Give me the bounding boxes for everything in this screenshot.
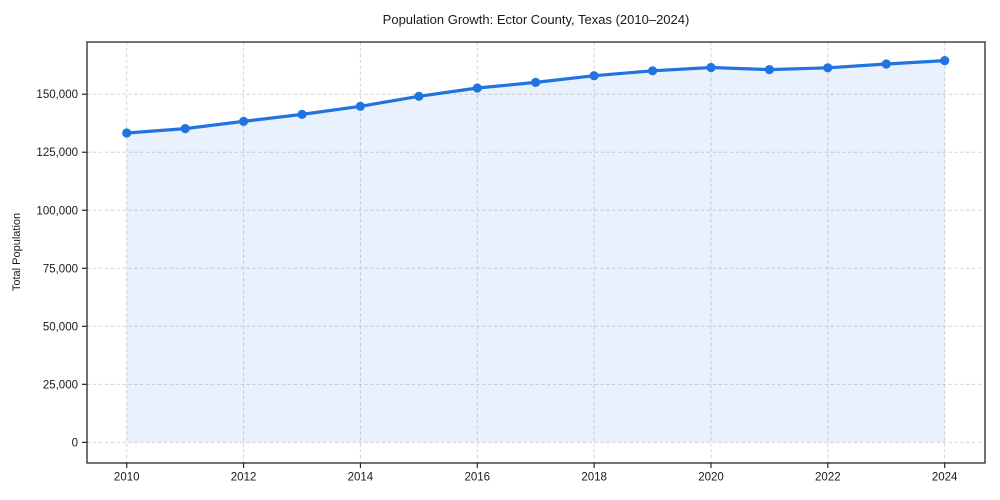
data-point-marker [706,62,716,73]
data-point-marker [881,59,891,69]
y-axis-tick-label: 125,000 [36,147,78,159]
data-point-marker [414,91,424,101]
data-point-marker [823,63,833,73]
x-axis-tick-label: 2022 [815,472,841,484]
x-axis-tick-label: 2016 [464,472,490,484]
x-axis-tick-label: 2014 [348,472,374,484]
data-point-marker [122,128,132,138]
y-axis-tick-label: 25,000 [43,379,78,391]
data-point-marker [239,116,249,126]
data-point-marker [472,83,482,93]
data-point-marker [531,77,541,87]
chart-title: Population Growth: Ector County, Texas (… [382,12,690,27]
data-point-marker [940,56,950,66]
data-point-marker [180,124,190,134]
x-axis-tick-label: 2020 [698,472,724,484]
x-axis-tick-label: 2024 [932,472,958,484]
data-point-marker [648,66,658,76]
plot-border [86,41,986,464]
area-fill [126,60,945,443]
y-axis-tick-label: 150,000 [36,89,78,101]
data-point-marker [297,109,307,119]
data-point-marker [355,101,365,111]
y-axis-tick-label: 50,000 [43,321,78,333]
data-point-marker [764,65,775,75]
x-axis-tick-label: 2018 [581,472,607,484]
x-axis-tick-label: 2012 [231,472,257,484]
y-axis-tick-label: 0 [72,437,78,449]
y-axis-tick-label: 75,000 [43,263,78,275]
x-axis-tick-label: 2010 [114,472,140,484]
data-point-marker [589,71,599,81]
y-axis-tick-label: 100,000 [36,205,78,217]
